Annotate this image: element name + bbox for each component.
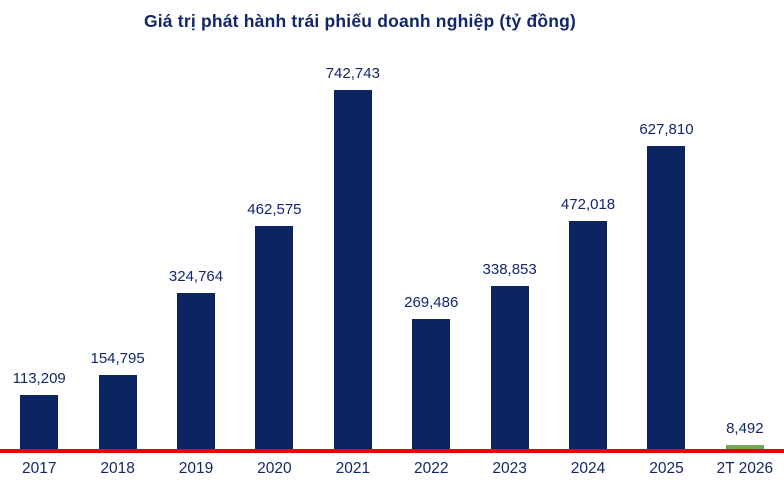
bar-value-label: 154,795 [90, 350, 145, 367]
bar-value-label: 113,209 [12, 370, 66, 387]
bar [569, 221, 608, 450]
x-axis-tick-label: 2024 [570, 460, 606, 477]
bar [177, 293, 216, 450]
x-axis-tick-label: 2020 [257, 460, 292, 477]
bar-column: 8,492 [706, 40, 784, 450]
x-axis-tick-label: 2018 [100, 460, 135, 477]
bar-value-label: 627,810 [639, 121, 694, 138]
bar-column: 627,810 [627, 40, 705, 450]
x-axis-tick-label: 2T 2026 [716, 460, 774, 477]
chart-title: Giá trị phát hành trái phiếu doanh nghiệ… [143, 11, 577, 31]
bar-column: 269,486 [392, 40, 470, 450]
x-axis-tick-label: 2017 [21, 460, 57, 477]
x-axis-tick-label: 2021 [335, 460, 371, 477]
plot-area: 113,209 154,795 324,764 462,575 742,743 269,4… [0, 40, 784, 450]
bar-value-label: 742,743 [325, 65, 380, 82]
x-axis-tick-label: 2023 [492, 460, 527, 477]
bar-column: 338,853 [470, 40, 548, 450]
bar [412, 319, 451, 450]
bar [255, 226, 294, 450]
bar-value-label: 472,018 [560, 196, 616, 213]
bar [333, 90, 372, 450]
bar-value-label: 338,853 [482, 261, 537, 278]
bar-column: 742,743 [314, 40, 392, 450]
x-axis-tick-label: 2019 [178, 460, 214, 477]
bar-column: 462,575 [235, 40, 313, 450]
bar-column: 113,209 [0, 40, 78, 450]
x-axis-line [0, 449, 784, 453]
bar-column: 472,018 [549, 40, 627, 450]
bar-column: 154,795 [78, 40, 156, 450]
bar [490, 286, 529, 450]
bar-value-label: 324,764 [168, 268, 224, 285]
bar-column: 324,764 [157, 40, 235, 450]
x-axis-tick-label: 2022 [413, 460, 449, 477]
x-axis-labels: 2017 2018 2019 2020 2021 2022 2023 2024 2025 2T 2… [0, 460, 784, 478]
bar [20, 395, 59, 450]
bar-value-label: 8,492 [726, 420, 764, 437]
bar-value-label: 269,486 [404, 294, 459, 311]
x-axis-tick-label: 2025 [649, 460, 684, 477]
bar [647, 146, 686, 450]
bar [725, 445, 764, 450]
bar-value-label: 462,575 [247, 201, 302, 218]
bar [98, 375, 137, 450]
